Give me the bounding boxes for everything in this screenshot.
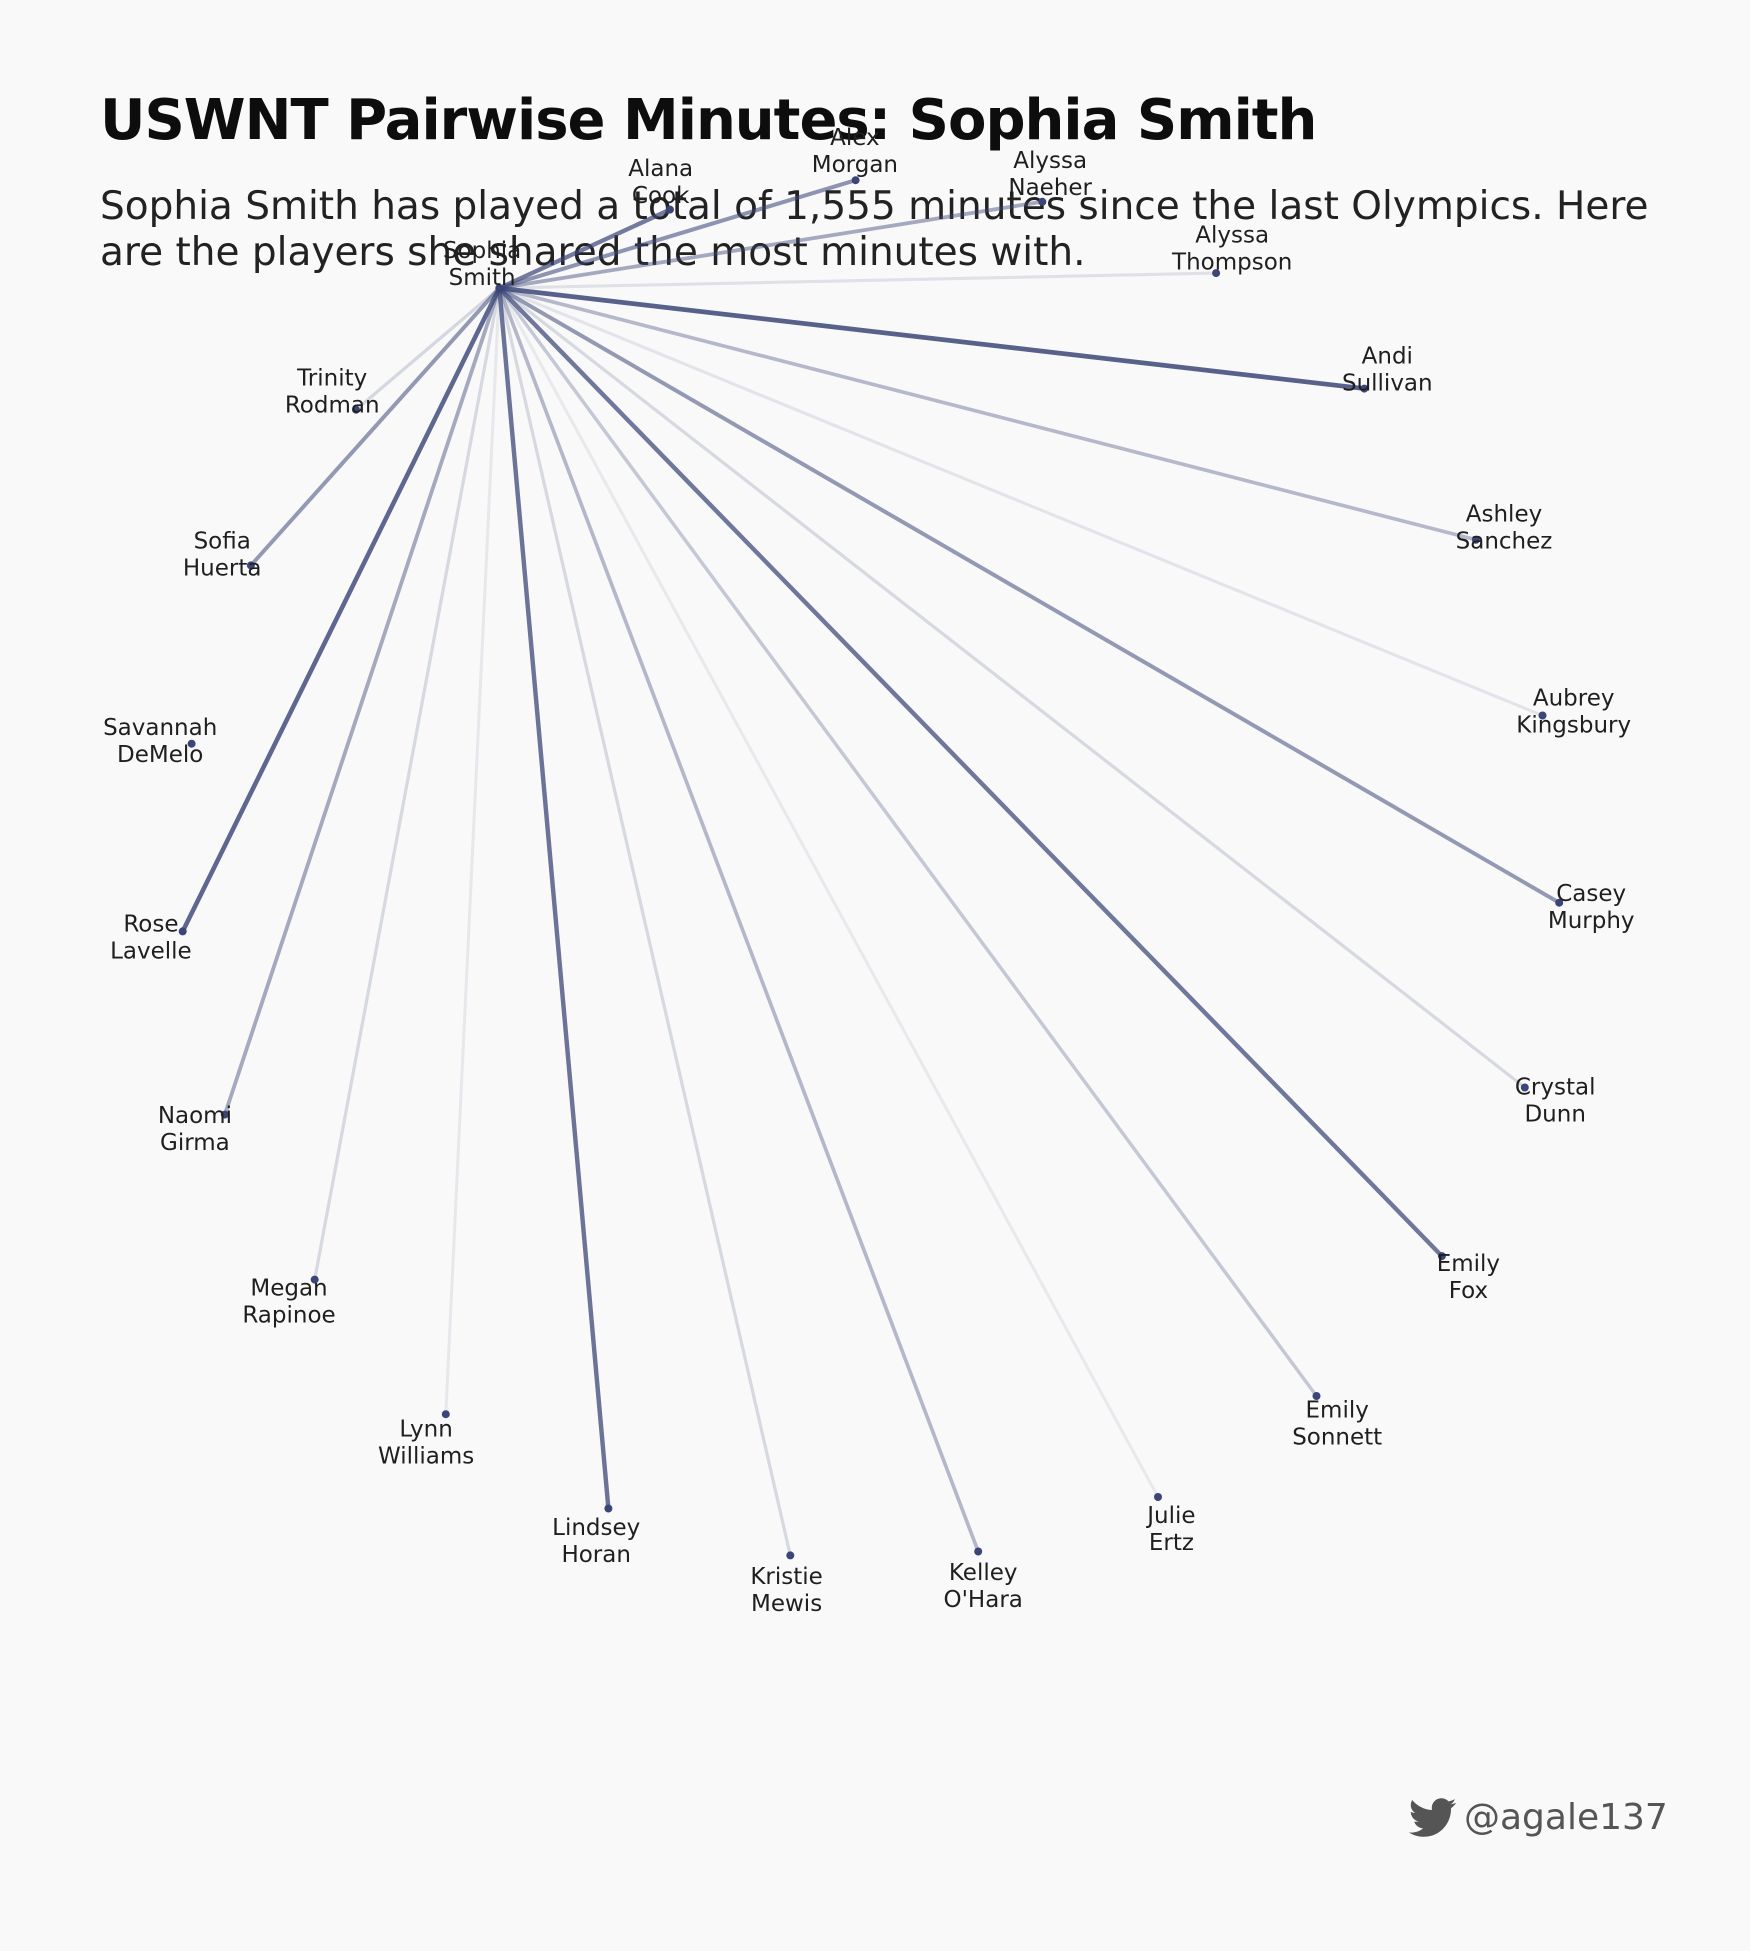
node-layer	[178, 176, 1564, 1560]
edge-lindsey-horan	[497, 285, 611, 1511]
credit: @agale137	[1408, 1797, 1668, 1838]
node-andi-sullivan	[1360, 384, 1369, 393]
node-rose-lavelle	[178, 927, 187, 936]
node-kristie-mewis	[786, 1551, 795, 1560]
node-kelley-o-hara	[974, 1547, 983, 1556]
chart-title: USWNT Pairwise Minutes: Sophia Smith	[100, 88, 1317, 153]
edge-crystal-dunn	[497, 286, 1527, 1090]
twitter-bird-icon	[1408, 1797, 1458, 1838]
node-sofia-huerta	[246, 561, 255, 570]
node-casey-murphy	[1555, 898, 1564, 907]
edge-casey-murphy	[497, 286, 1562, 905]
chart-subtitle: Sophia Smith has played a total of 1,555…	[100, 184, 1649, 275]
edge-andi-sullivan	[496, 285, 1367, 391]
label-ashley-sanchez: Ashley Sanchez	[1456, 502, 1553, 555]
edge-julie-ertz	[497, 286, 1160, 1499]
edge-alyssa-thompson	[497, 271, 1218, 290]
node-lindsey-horan	[604, 1504, 613, 1513]
label-andi-sullivan: Andi Sullivan	[1342, 343, 1433, 396]
node-aubrey-kingsbury	[1538, 711, 1547, 720]
node-trinity-rodman	[352, 405, 360, 414]
label-kristie-mewis: Kristie Mewis	[750, 1564, 822, 1617]
label-alyssa-thompson: Alyssa Thompson	[1171, 222, 1292, 275]
edge-kristie-mewis	[497, 286, 792, 1558]
credit-handle: @agale137	[1464, 1797, 1668, 1838]
label-alyssa-naeher: Alyssa Naeher	[1008, 148, 1092, 201]
label-casey-murphy: Casey Murphy	[1548, 881, 1635, 934]
edge-emily-fox	[497, 285, 1445, 1259]
edge-emily-sonnett	[497, 286, 1319, 1398]
label-crystal-dunn: Crystal Dunn	[1515, 1075, 1596, 1128]
edge-aubrey-kingsbury	[497, 286, 1545, 718]
label-savannah-demelo: Savannah DeMelo	[103, 715, 217, 768]
node-emily-sonnett	[1312, 1392, 1321, 1400]
label-sofia-huerta: Sofia Huerta	[183, 528, 262, 581]
label-center: Sophia Smith	[443, 238, 521, 291]
node-center	[495, 284, 504, 293]
edge-megan-rapinoe	[313, 286, 501, 1282]
edge-sofia-huerta	[248, 286, 502, 568]
edge-lynn-williams	[444, 286, 501, 1416]
edge-kelley-o-hara	[497, 286, 981, 1554]
edge-trinity-rodman	[354, 286, 501, 412]
node-ashley-sanchez	[1471, 535, 1480, 544]
node-alex-morgan	[851, 176, 860, 185]
edge-ashley-sanchez	[497, 286, 1478, 542]
label-trinity-rodman: Trinity Rodman	[285, 365, 380, 418]
label-alex-morgan: Alex Morgan	[812, 125, 898, 178]
label-kelley-o-hara: Kelley O'Hara	[944, 1560, 1023, 1613]
label-aubrey-kingsbury: Aubrey Kingsbury	[1516, 685, 1631, 738]
label-emily-fox: Emily Fox	[1437, 1251, 1500, 1304]
node-lynn-williams	[441, 1410, 450, 1419]
node-alana-cook	[666, 205, 674, 214]
node-megan-rapinoe	[310, 1275, 319, 1284]
label-alana-cook: Alana Cook	[628, 156, 693, 209]
label-emily-sonnett: Emily Sonnett	[1292, 1397, 1382, 1450]
edge-alyssa-naeher	[497, 199, 1045, 291]
edge-naomi-girma	[222, 286, 502, 1117]
node-crystal-dunn	[1520, 1083, 1529, 1092]
label-megan-rapinoe: Megan Rapinoe	[242, 1276, 335, 1329]
label-lynn-williams: Lynn Williams	[378, 1416, 474, 1469]
edge-alex-morgan	[497, 178, 858, 291]
label-lindsey-horan: Lindsey Horan	[552, 1515, 640, 1568]
edge-alana-cook	[497, 207, 673, 291]
node-savannah-demelo	[187, 739, 196, 748]
node-emily-fox	[1437, 1252, 1446, 1261]
node-julie-ertz	[1154, 1493, 1162, 1501]
label-layer: Alana Cook Alex Morgan Alyssa Naeher Alyssa Tho…	[103, 125, 1634, 1617]
label-rose-lavelle: Rose Lavelle	[110, 911, 192, 964]
edge-layer	[180, 178, 1562, 1558]
label-naomi-girma: Naomi Girma	[158, 1103, 232, 1156]
label-julie-ertz: Julie Ertz	[1145, 1503, 1195, 1556]
node-naomi-girma	[220, 1110, 229, 1119]
node-alyssa-thompson	[1212, 269, 1221, 278]
node-alyssa-naeher	[1038, 197, 1047, 206]
edge-rose-lavelle	[180, 285, 502, 934]
